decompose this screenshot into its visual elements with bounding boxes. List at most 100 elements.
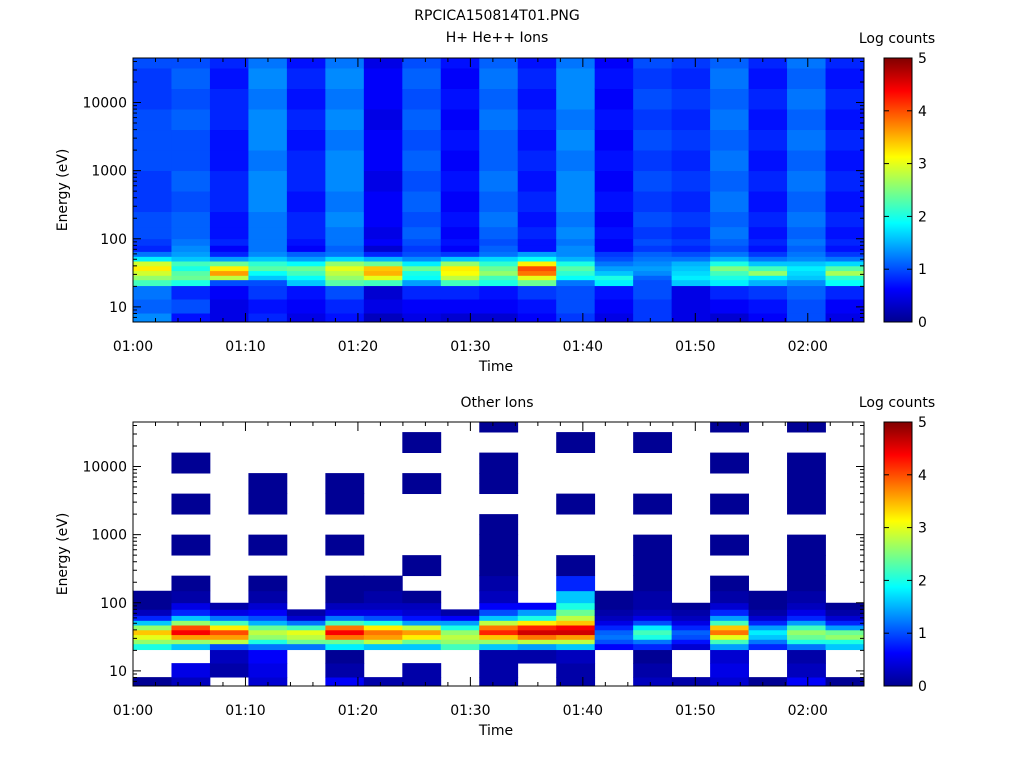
spectrogram-cell — [440, 620, 480, 626]
x-tick-label: 01:00 — [113, 339, 153, 355]
spectrogram-cell — [171, 620, 211, 626]
spectrogram-cell — [671, 58, 711, 69]
spectrogram-cell — [825, 265, 865, 272]
colorbar-tick-label: 2 — [918, 573, 927, 589]
spectrogram-cell — [363, 58, 403, 69]
spectrogram-cell — [133, 590, 172, 604]
spectrogram-cell — [748, 625, 788, 631]
spectrogram-cell — [133, 238, 172, 246]
spectrogram-cell — [594, 245, 634, 252]
spectrogram-cell — [363, 285, 403, 300]
spectrogram-cell — [517, 275, 557, 281]
spectrogram-cell — [363, 590, 403, 604]
spectrogram-cell — [133, 615, 172, 621]
spectrogram-cell — [825, 620, 865, 626]
spectrogram-cell — [479, 170, 519, 192]
spectrogram-cell — [363, 602, 403, 610]
spectrogram-cell — [748, 275, 788, 281]
spectrogram-cell — [248, 238, 288, 246]
spectrogram-cell — [556, 639, 596, 645]
spectrogram-cell — [325, 68, 365, 89]
spectrogram-cell — [248, 615, 288, 621]
colorbar-tick-label: 0 — [918, 679, 927, 695]
spectrogram-cell — [594, 615, 634, 621]
spectrogram-cell — [209, 615, 249, 621]
spectrogram-cell — [710, 275, 749, 281]
spectrogram-cell — [171, 602, 211, 610]
spectrogram-cell — [787, 68, 826, 89]
spectrogram-cell — [710, 58, 749, 69]
spectrogram-cell — [248, 634, 288, 640]
spectrogram-cell — [325, 211, 365, 228]
spectrogram-cell — [325, 534, 365, 556]
spectrogram-cell — [286, 261, 326, 267]
spectrogram-cell — [517, 285, 557, 300]
colorbar-tick-label: 1 — [918, 626, 927, 642]
spectrogram-cell — [710, 251, 749, 257]
spectrogram-cell — [133, 191, 172, 213]
spectrogram-cell — [710, 629, 749, 636]
spectrogram-cell — [286, 245, 326, 252]
spectrogram-cell — [748, 58, 788, 69]
spectrogram-cell — [594, 643, 634, 651]
spectrogram-cell — [325, 602, 365, 610]
spectrogram-cell — [286, 256, 326, 262]
spectrogram-cell — [556, 68, 596, 89]
spectrogram-cell — [556, 649, 596, 664]
spectrogram-cell — [209, 279, 249, 287]
colorbar-tick-label: 3 — [918, 521, 927, 537]
spectrogram-cell — [171, 251, 211, 257]
spectrogram-cell — [171, 493, 211, 515]
spectrogram-cell — [825, 150, 865, 172]
x-tick-label: 01:50 — [675, 339, 715, 355]
spectrogram-cell — [248, 493, 288, 515]
spectrogram-cell — [248, 590, 288, 604]
spectrogram-cell — [594, 129, 634, 151]
colorbar-tick-label: 2 — [918, 209, 927, 225]
spectrogram-cell — [248, 677, 288, 687]
spectrogram-cell — [363, 245, 403, 252]
spectrogram-cell — [787, 602, 826, 610]
spectrogram-cell — [440, 270, 480, 276]
spectrogram-cell — [556, 275, 596, 281]
spectrogram-cell — [556, 211, 596, 228]
spectrogram-cell — [787, 422, 826, 433]
spectrogram-cell — [286, 643, 326, 651]
spectrogram-cell — [710, 575, 749, 592]
spectrogram-cell — [248, 58, 288, 69]
spectrogram-cell — [825, 88, 865, 110]
spectrogram-cell — [363, 643, 403, 651]
spectrogram-cell — [671, 88, 711, 110]
x-tick-label: 01:20 — [338, 339, 378, 355]
spectrogram-cell — [556, 575, 596, 592]
spectrogram-cell — [325, 275, 365, 281]
spectrogram-cell — [671, 68, 711, 89]
y-axis-label: Energy (eV) — [55, 149, 71, 232]
spectrogram-cell — [325, 649, 365, 664]
spectrogram-cell — [787, 279, 826, 287]
spectrogram-cell — [402, 226, 442, 240]
spectrogram-cell — [209, 313, 249, 323]
colorbar-label: Log counts — [859, 31, 935, 47]
spectrogram-cell — [479, 555, 519, 577]
spectrogram-cell — [556, 191, 596, 213]
spectrogram-cell — [748, 170, 788, 192]
spectrogram-cell — [517, 261, 557, 267]
spectrogram-cell — [594, 602, 634, 610]
spectrogram-cell — [633, 150, 673, 172]
spectrogram-cell — [133, 643, 172, 651]
spectrogram-cell — [671, 129, 711, 151]
spectrogram-cell — [787, 625, 826, 631]
spectrogram-cell — [325, 251, 365, 257]
spectrogram-cell — [787, 634, 826, 640]
spectrogram-cell — [171, 150, 211, 172]
spectrogram-cell — [633, 493, 673, 515]
spectrogram-cell — [517, 313, 557, 323]
spectrogram-cell — [479, 602, 519, 610]
spectrogram-cell — [440, 639, 480, 645]
spectrogram-cell — [171, 238, 211, 246]
colorbar-ticks: 0 1 2 3 4 5 — [884, 415, 927, 695]
spectrogram-cell — [248, 279, 288, 287]
spectrogram-cell — [710, 170, 749, 192]
plot-frame — [132, 421, 865, 687]
